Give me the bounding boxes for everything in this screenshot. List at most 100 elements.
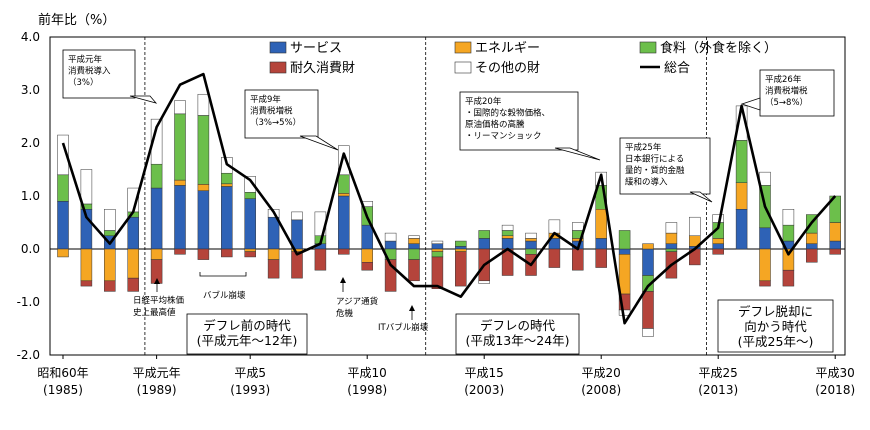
era-label: デフレ脱却に向かう時代(平成25年〜) bbox=[738, 304, 814, 349]
x-tick-label: 平成5 bbox=[234, 366, 266, 380]
other-goods-bar bbox=[338, 145, 350, 176]
arrow-head bbox=[409, 305, 415, 311]
other-goods-bar bbox=[689, 216, 701, 236]
label-bubble-burst: バブル崩壊 bbox=[203, 290, 246, 301]
x-ticks: 昭和60年 (1985) 平成元年 (1989) 平成5 (1993) 平成10 (1998)… bbox=[37, 355, 855, 397]
food-bar bbox=[501, 230, 514, 236]
label-nikkei-peak: 日経平均株価史上最高値 bbox=[133, 295, 185, 318]
energy-bar bbox=[80, 248, 93, 282]
services-bar bbox=[618, 248, 631, 255]
callout-1997-tax-hike: 平成9年消費税増税（3%→5%） bbox=[244, 89, 339, 151]
legend-label: 食料（外食を除く） bbox=[660, 40, 777, 56]
services-bar bbox=[431, 243, 444, 250]
x-tick-year: (2003) bbox=[464, 383, 504, 397]
services-bar bbox=[197, 190, 210, 250]
other-goods-bar bbox=[548, 219, 561, 234]
services-bar bbox=[384, 240, 397, 250]
callout-2014-tax-hike: 平成26年消費税増税（5→8%） bbox=[740, 69, 835, 117]
x-tick-year: (1985) bbox=[43, 383, 83, 397]
energy-bar bbox=[221, 183, 233, 187]
callout-box bbox=[459, 91, 579, 151]
durables-bar bbox=[361, 262, 373, 271]
y-tick-label: 3.0 bbox=[21, 83, 40, 97]
other-goods-bar bbox=[525, 232, 537, 239]
services-bar bbox=[127, 216, 139, 250]
x-tick-label: 昭和60年 bbox=[37, 366, 88, 380]
other-goods-bar bbox=[104, 209, 116, 231]
energy-bar bbox=[501, 235, 514, 239]
callout-2008-commodity-shock: 平成20年・国際的な穀物価格、原油価格の高騰・リーマンショック bbox=[459, 91, 601, 161]
durables-bar bbox=[642, 291, 654, 329]
x-tick-label: 平成15 bbox=[465, 366, 504, 380]
era-label: デフレ前の時代(平成元年〜12年) bbox=[197, 318, 298, 348]
durables-bar bbox=[244, 251, 256, 258]
y-axis-title: 前年比（%） bbox=[38, 12, 115, 28]
food-bar bbox=[174, 113, 186, 181]
other-goods-bar bbox=[244, 176, 256, 193]
energy-bar bbox=[735, 182, 748, 210]
durables-bar bbox=[104, 280, 116, 292]
other-goods-bar bbox=[759, 171, 771, 186]
arrow-asian-crisis bbox=[340, 277, 346, 292]
food-bar bbox=[618, 230, 631, 250]
y-tick-label: 1.0 bbox=[21, 189, 40, 203]
legend: サービス エネルギー 食料（外食を除く） 耐久消費財 その他の財 総合 bbox=[269, 40, 777, 76]
callout-text: 平成26年消費税増税（5→8%） bbox=[765, 74, 808, 108]
durables-bar bbox=[338, 248, 350, 255]
food-bar bbox=[221, 172, 233, 185]
services-bar bbox=[642, 248, 654, 276]
legend-label: 耐久消費財 bbox=[290, 61, 355, 76]
x-tick-label: 平成10 bbox=[348, 366, 387, 380]
services-bar bbox=[221, 186, 233, 250]
services-bar bbox=[455, 246, 467, 250]
arrow-it-bubble bbox=[409, 305, 415, 320]
legend-swatch bbox=[454, 61, 472, 74]
callout-text: 平成25年日本銀行による量的・質的金融緩和の導入 bbox=[625, 142, 685, 188]
x-tick-year: (2018) bbox=[815, 383, 855, 397]
other-goods-bar bbox=[384, 232, 397, 242]
energy-bar bbox=[244, 248, 256, 252]
callout-2013-boj-easing: 平成25年日本銀行による量的・質的金融緩和の導入 bbox=[619, 137, 713, 203]
food-bar bbox=[197, 115, 210, 185]
durables-bar bbox=[712, 248, 724, 255]
era-box bbox=[717, 299, 834, 353]
y-tick-label: 4.0 bbox=[21, 30, 40, 44]
era-label: デフレの時代(平成13年〜24年) bbox=[465, 318, 569, 348]
legend-swatch bbox=[454, 41, 472, 54]
legend-label: 総合 bbox=[664, 61, 690, 76]
x-tick-label: 平成30 bbox=[816, 366, 855, 380]
x-tick-label: 平成元年 bbox=[133, 366, 181, 380]
durables-bar bbox=[455, 251, 467, 287]
arrow-head bbox=[154, 278, 160, 284]
services-bar bbox=[408, 243, 420, 250]
food-bar bbox=[104, 230, 116, 236]
label-asian-crisis: アジア通貨危機 bbox=[336, 296, 379, 319]
other-goods-bar bbox=[665, 222, 678, 234]
services-bar bbox=[665, 243, 678, 250]
other-goods-bar bbox=[197, 93, 210, 116]
services-bar bbox=[759, 227, 771, 250]
services-bar bbox=[478, 238, 490, 250]
arrow-head bbox=[340, 277, 346, 283]
durables-bar bbox=[548, 248, 561, 268]
services-bar bbox=[150, 187, 163, 250]
services-bar bbox=[267, 216, 280, 250]
legend-durables: 耐久消費財 bbox=[269, 61, 355, 76]
legend-swatch bbox=[269, 61, 287, 74]
durables-bar bbox=[572, 248, 584, 271]
energy-bar bbox=[197, 184, 210, 191]
energy-bar bbox=[57, 248, 69, 258]
food-bar bbox=[782, 224, 795, 242]
legend-other-goods: その他の財 bbox=[454, 61, 540, 76]
total-line-group bbox=[61, 72, 837, 325]
energy-bar bbox=[431, 248, 444, 252]
durables-bar bbox=[408, 259, 420, 282]
services-bar bbox=[501, 238, 514, 250]
callout-text: 平成元年消費税導入（3%） bbox=[68, 54, 111, 88]
durables-bar bbox=[829, 248, 841, 255]
legend-energy: エネルギー bbox=[454, 41, 540, 56]
services-bar bbox=[806, 243, 818, 250]
durables-bar bbox=[174, 248, 186, 255]
legend-label: サービス bbox=[290, 41, 342, 56]
